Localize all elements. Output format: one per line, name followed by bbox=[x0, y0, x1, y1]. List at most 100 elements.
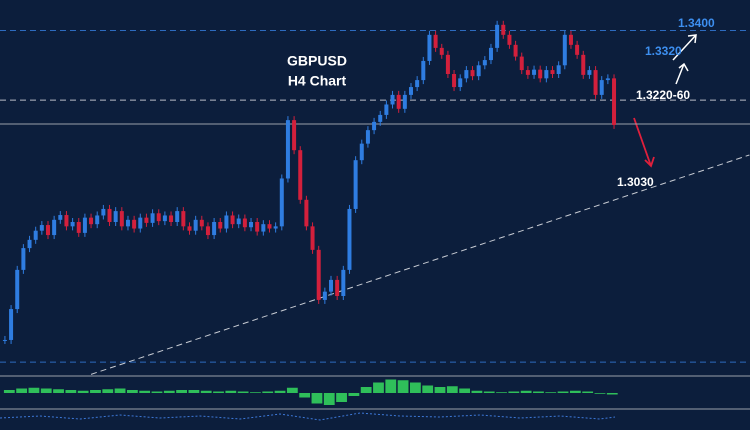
oscillator-bar bbox=[126, 390, 138, 393]
oscillator-bar bbox=[459, 388, 471, 393]
candle bbox=[550, 70, 555, 74]
candle bbox=[304, 199, 309, 227]
candle bbox=[587, 70, 592, 75]
candle bbox=[476, 65, 481, 77]
annotation: 1.3030 bbox=[617, 175, 654, 189]
candle bbox=[575, 44, 580, 55]
oscillator-bar bbox=[348, 393, 360, 396]
chart-title: GBPUSD bbox=[287, 53, 347, 69]
candle bbox=[310, 226, 315, 250]
oscillator-bar bbox=[606, 393, 618, 395]
candle bbox=[329, 279, 334, 292]
oscillator-bar bbox=[213, 391, 224, 393]
candle bbox=[21, 248, 26, 270]
oscillator-bar bbox=[139, 390, 151, 393]
candle bbox=[568, 34, 573, 45]
oscillator-bar bbox=[114, 388, 126, 393]
candle bbox=[255, 222, 260, 232]
candle bbox=[316, 249, 321, 300]
oscillator-bar bbox=[569, 390, 581, 393]
oscillator-bar bbox=[3, 390, 15, 393]
oscillator-bar bbox=[385, 379, 397, 393]
candle bbox=[298, 150, 303, 200]
oscillator-bar bbox=[483, 391, 495, 393]
candle bbox=[285, 120, 290, 179]
candle bbox=[261, 224, 266, 232]
oscillator-bar bbox=[323, 393, 335, 405]
candle bbox=[39, 225, 44, 231]
candle bbox=[525, 70, 530, 75]
candle bbox=[581, 54, 586, 75]
candle bbox=[593, 70, 598, 95]
candle bbox=[101, 208, 106, 216]
arrow-up bbox=[672, 34, 697, 61]
candle bbox=[519, 56, 524, 71]
candle bbox=[267, 224, 272, 229]
candle bbox=[532, 69, 537, 75]
oscillator-bar bbox=[176, 390, 187, 393]
candle bbox=[230, 215, 235, 225]
candle bbox=[150, 213, 155, 223]
candle bbox=[347, 208, 352, 270]
candle bbox=[488, 47, 493, 61]
candle bbox=[341, 269, 346, 296]
candle bbox=[187, 226, 192, 231]
candle bbox=[562, 34, 567, 66]
candle bbox=[384, 104, 389, 115]
oscillator-bar bbox=[163, 390, 175, 393]
oscillator-bar bbox=[65, 390, 77, 393]
candle bbox=[107, 208, 112, 222]
candle bbox=[445, 54, 450, 74]
oscillator-bar bbox=[237, 391, 249, 393]
candle bbox=[156, 213, 161, 222]
annotation: 1.3400 bbox=[678, 16, 715, 30]
candle bbox=[353, 160, 358, 209]
candle bbox=[372, 121, 377, 131]
arrows bbox=[672, 34, 697, 85]
oscillator-bar bbox=[250, 392, 261, 393]
candle bbox=[396, 94, 401, 109]
candle bbox=[279, 178, 284, 227]
annotation: 1.3320 bbox=[645, 44, 682, 58]
candle bbox=[273, 226, 278, 229]
candle bbox=[464, 70, 469, 79]
candle bbox=[144, 217, 149, 223]
candle bbox=[45, 225, 50, 236]
candle bbox=[193, 219, 198, 231]
candle bbox=[599, 80, 604, 95]
oscillator-bar bbox=[40, 388, 52, 393]
oscillator-bar bbox=[422, 385, 434, 393]
candle bbox=[15, 269, 20, 310]
oscillator-bar bbox=[582, 391, 594, 393]
candle bbox=[70, 222, 75, 227]
oscillator-bar bbox=[16, 388, 28, 393]
candle bbox=[64, 215, 69, 227]
oscillator-bar bbox=[286, 387, 298, 393]
oscillator-bar bbox=[360, 387, 372, 393]
oscillator-bar bbox=[545, 392, 557, 393]
indicator-line bbox=[0, 412, 616, 421]
candle bbox=[408, 87, 413, 95]
oscillator-bar bbox=[28, 387, 40, 393]
candle bbox=[433, 34, 438, 48]
candle bbox=[95, 215, 100, 225]
candle bbox=[113, 211, 118, 222]
candle bbox=[218, 222, 223, 229]
candle bbox=[501, 24, 506, 35]
candle bbox=[181, 211, 186, 227]
candle bbox=[513, 44, 518, 57]
candle bbox=[175, 211, 180, 222]
candle bbox=[322, 291, 327, 300]
oscillator-bar bbox=[225, 390, 237, 393]
oscillator-bar bbox=[188, 390, 200, 393]
candle bbox=[378, 114, 383, 122]
oscillator-bar bbox=[446, 386, 458, 393]
candle bbox=[359, 143, 364, 161]
oscillator-bar bbox=[274, 390, 286, 393]
candle bbox=[205, 226, 210, 236]
oscillator-bar bbox=[151, 391, 163, 393]
candle bbox=[82, 217, 87, 233]
candle bbox=[199, 219, 204, 227]
